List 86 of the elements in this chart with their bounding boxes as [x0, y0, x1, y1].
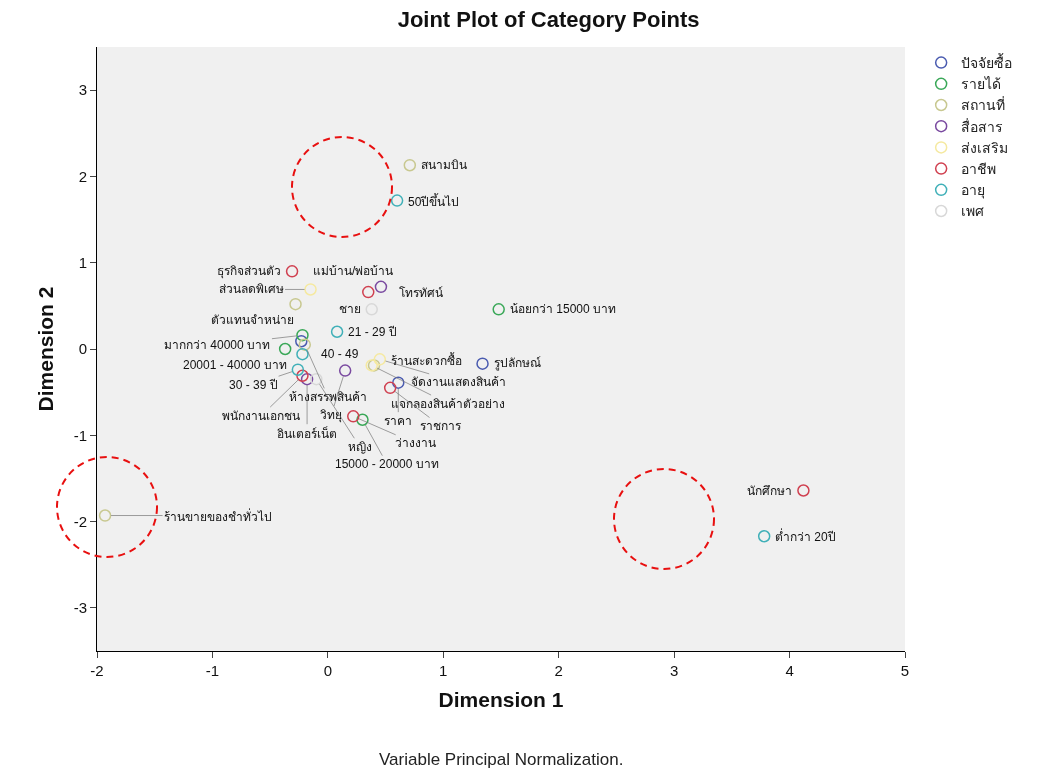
y-tick-label: -1	[73, 426, 87, 444]
text: Variable Principal Normalization.	[379, 750, 624, 769]
point	[492, 303, 505, 316]
point	[362, 285, 375, 299]
y-tick-label: 0	[78, 340, 87, 358]
y-axis-title: Dimension 2	[33, 286, 57, 412]
annotation: ห้างสรรพสินค้า	[289, 390, 367, 404]
x-tick-label: 4	[785, 662, 794, 679]
annotation: สนามบิน	[421, 158, 467, 172]
annotation: ร้านสะดวกซื้อ	[391, 352, 462, 368]
point	[304, 283, 317, 296]
y-tick-label: 3	[78, 81, 87, 99]
point	[365, 303, 378, 316]
annotation: 50ปีขึ้นไป	[408, 193, 460, 209]
annotation: โทรทัศน์	[399, 286, 443, 300]
annotation: วิทยุ	[320, 408, 342, 423]
annotation: แม่บ้าน/พ่อบ้าน	[313, 264, 394, 278]
y-tick-label: 2	[78, 167, 87, 185]
y-tick-label: -3	[73, 599, 87, 617]
point	[383, 381, 397, 395]
point	[289, 297, 302, 311]
point	[374, 280, 388, 294]
point	[285, 265, 299, 278]
legend-label: รายได้	[961, 76, 1002, 93]
point	[338, 364, 352, 377]
x-axis-title: Dimension 1	[438, 688, 564, 712]
point	[373, 353, 387, 366]
point	[356, 413, 369, 426]
point	[347, 410, 360, 423]
x-tick-label: 5	[900, 662, 910, 679]
annotation: 40 - 49	[321, 347, 359, 361]
annotation: รูปลักษณ์	[494, 356, 541, 371]
annotation: ชาย	[339, 302, 361, 316]
annotation: 30 - 39 ปี	[229, 378, 278, 392]
x-tick-label: 1	[439, 662, 448, 679]
point	[98, 509, 112, 522]
point	[300, 372, 314, 386]
annotation: ส่วนลดพิเศษ	[219, 282, 284, 296]
annotation: ราชการ	[420, 419, 462, 433]
annotation: นักศึกษา	[747, 484, 792, 498]
point	[392, 376, 405, 389]
point	[291, 363, 305, 376]
point	[296, 347, 309, 361]
annotation: 15000 - 20000 บาท	[335, 457, 439, 471]
x-tick-label: 3	[669, 662, 679, 679]
annotation: หญิง	[348, 440, 372, 454]
x-tick-label: 2	[554, 662, 563, 679]
annotation: 20001 - 40000 บาท	[183, 358, 287, 372]
annotation: น้อยกว่า 15000 บาท	[510, 302, 617, 316]
point	[797, 484, 810, 497]
legend-label: สถานที่	[961, 96, 1006, 114]
legend-label: อาชีพ	[961, 161, 997, 178]
legend-label: สื่อสาร	[961, 117, 1004, 135]
annotation: พนักงานเอกชน	[222, 409, 300, 423]
annotation: ต่ำกว่า 20ปี	[775, 528, 836, 544]
point	[390, 194, 404, 207]
point	[278, 342, 292, 356]
point	[295, 334, 308, 348]
y-tick-label: -2	[73, 512, 87, 530]
point	[296, 369, 309, 382]
point	[310, 372, 323, 386]
y-tick-label: 1	[78, 253, 87, 271]
point	[296, 328, 309, 342]
annotation: ว่างงาน	[395, 436, 436, 450]
legend-label: ส่งเสริม	[961, 139, 1009, 156]
annotation: อินเตอร์เน็ต	[277, 426, 337, 441]
annotation: ธุรกิจส่วนตัว	[217, 264, 281, 279]
point	[476, 357, 489, 370]
x-tick-label: 0	[323, 662, 333, 679]
annotation: 21 - 29 ปี	[348, 325, 397, 339]
point	[330, 325, 344, 338]
point	[403, 158, 417, 172]
legend-label: ปัจจัยซื้อ	[961, 53, 1013, 72]
annotation: แจกลองสินค้าตัวอย่าง	[391, 397, 505, 411]
legend-label: อายุ	[961, 182, 986, 200]
x-tick-label: -2	[90, 662, 104, 679]
legend-label: เพศ	[961, 203, 985, 220]
annotation: ตัวแทนจำหน่าย	[211, 313, 294, 327]
annotation: มากกว่า 40000 บาท	[164, 338, 271, 352]
x-tick-label: -1	[205, 662, 220, 679]
point	[298, 338, 312, 351]
annotation: ร้านขายของชำทั่วไป	[164, 508, 272, 524]
annotation: ราคา	[384, 414, 412, 428]
chart-title: Joint Plot of Category Points	[397, 6, 700, 32]
point	[757, 529, 771, 543]
annotation: จัดงานแสดงสินค้า	[411, 375, 506, 389]
